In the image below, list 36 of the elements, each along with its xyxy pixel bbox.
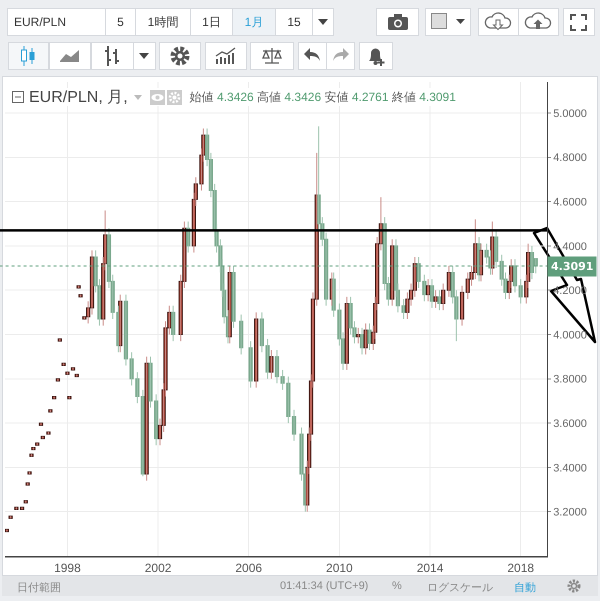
text: 1月 xyxy=(244,14,264,30)
x-tick-label: 2002 xyxy=(144,560,172,575)
candlestick xyxy=(38,422,44,426)
y-tick-label: 4.8000 xyxy=(553,152,587,164)
text: ログスケール xyxy=(427,581,493,595)
y-tick-label: 5.0000 xyxy=(553,108,587,120)
y-tick-label: 3.8000 xyxy=(553,374,587,386)
ref-line-label: 4.3091 xyxy=(551,260,594,273)
candlestick xyxy=(29,454,34,457)
chart-title: EUR/PLN, 月, xyxy=(29,88,128,108)
text: 始値 4.3426 高値 4.3426 安値 4.2761 終値 4.3091 xyxy=(190,90,456,104)
text: 日付範囲 xyxy=(17,581,61,595)
text: 1時間 xyxy=(148,14,178,30)
text: EUR/PLN xyxy=(14,15,66,29)
y-tick-label: 3.4000 xyxy=(553,462,587,474)
x-tick-label: 2018 xyxy=(507,560,534,575)
text: 5 xyxy=(117,15,124,29)
y-tick-label: 4.0000 xyxy=(553,329,587,342)
y-tick-label: 3.2000 xyxy=(553,506,587,519)
text: 自動 xyxy=(514,581,536,595)
text: 15 xyxy=(287,15,301,29)
y-tick-label: 4.6000 xyxy=(553,196,587,208)
candlestick xyxy=(70,367,76,370)
x-tick-label: 2010 xyxy=(326,560,354,575)
x-tick-label: 2014 xyxy=(416,560,444,575)
x-tick-label: 2006 xyxy=(235,560,262,575)
text: 01:41:34 (UTC+9) xyxy=(280,580,368,592)
x-tick-label: 1998 xyxy=(54,560,82,575)
candlestick xyxy=(65,372,70,375)
candlestick xyxy=(78,294,83,298)
candlestick xyxy=(24,500,28,504)
text: 1日 xyxy=(202,14,221,30)
y-tick-label: 3.6000 xyxy=(553,418,587,430)
candlestick xyxy=(35,442,40,446)
candlestick xyxy=(8,516,13,519)
text: % xyxy=(392,580,402,592)
